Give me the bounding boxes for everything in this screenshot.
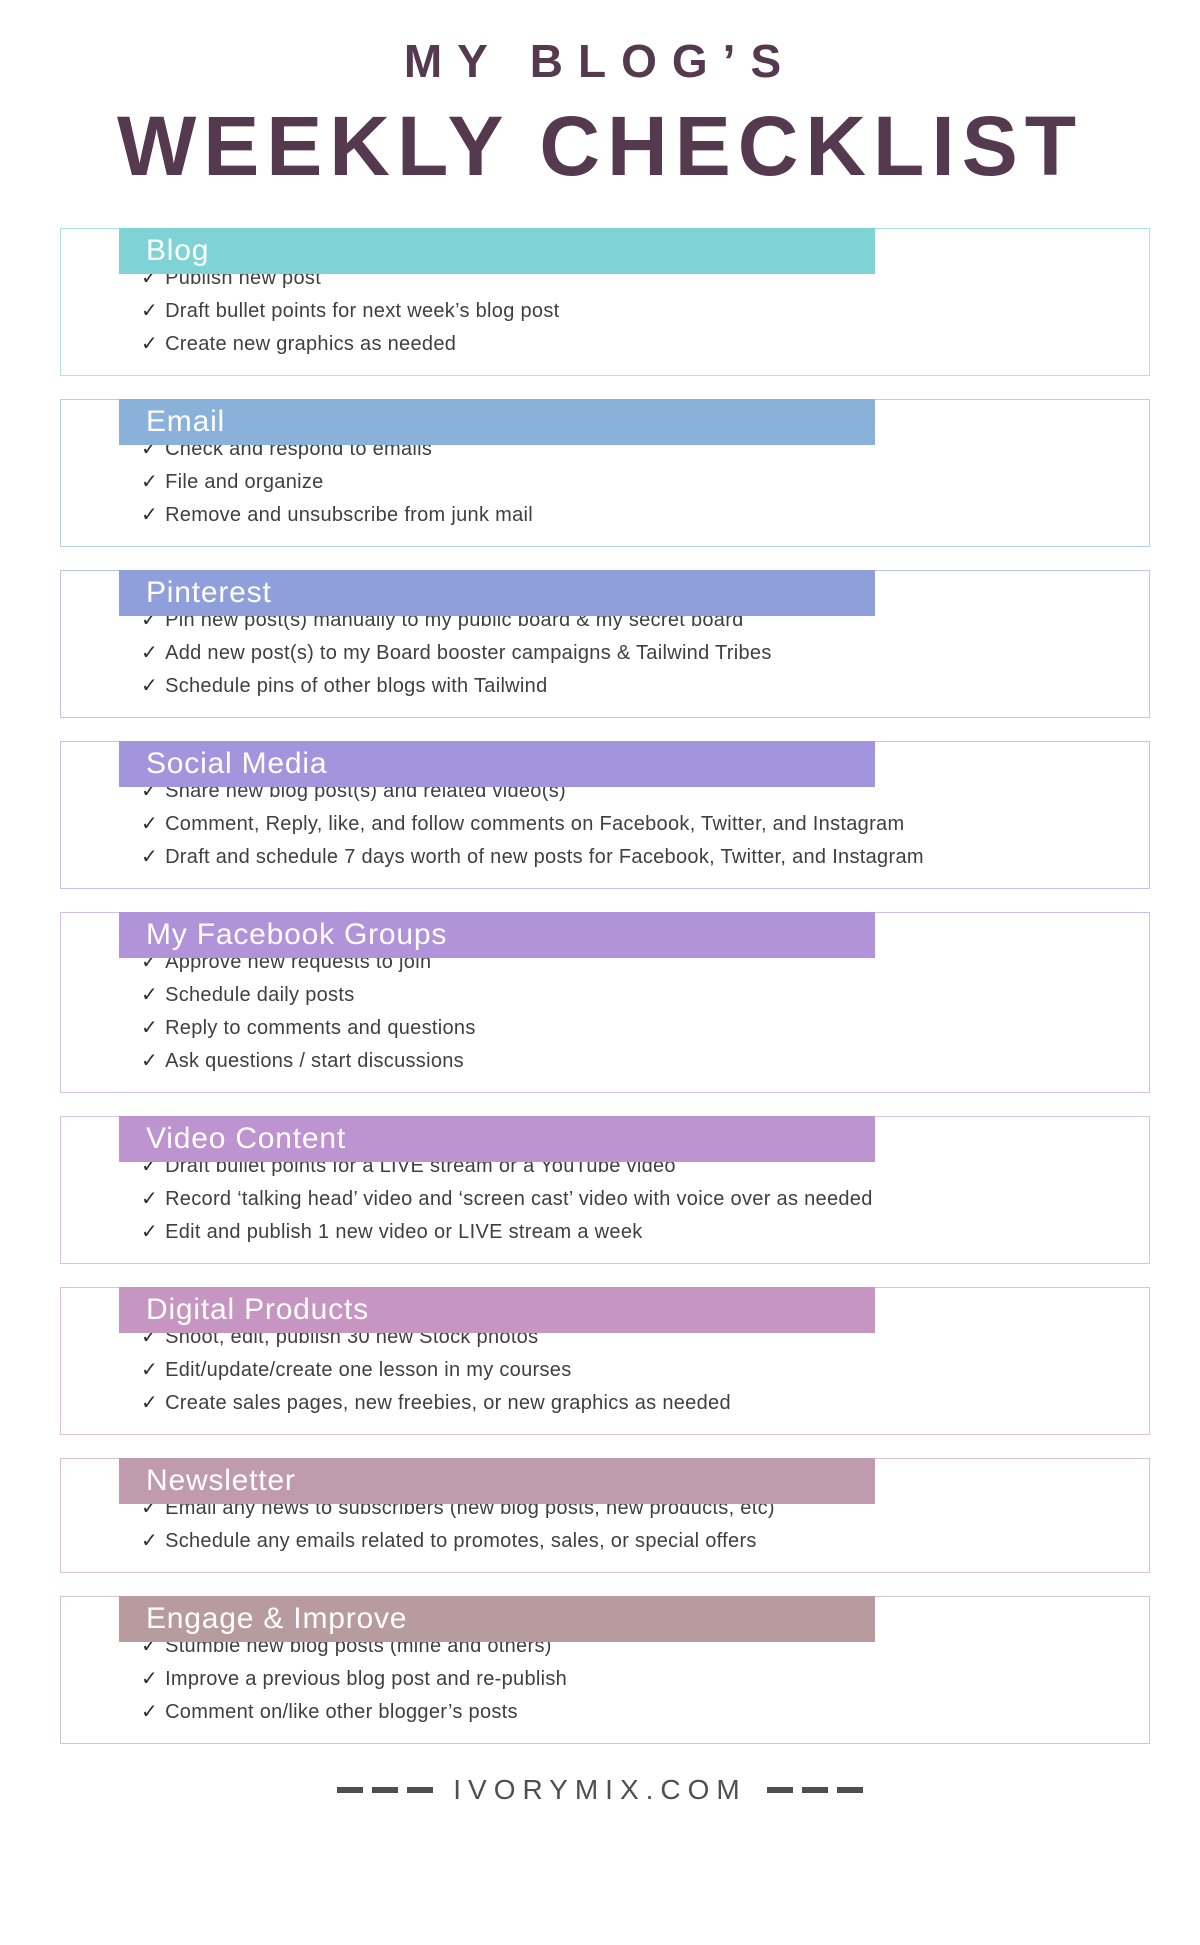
checklist-section: ✓ Share new blog post(s) and related vid… bbox=[60, 741, 1150, 890]
section-items: ✓ Pin new post(s) manually to my public … bbox=[141, 604, 1125, 703]
checklist-section: ✓ Publish new post ✓ Draft bullet points… bbox=[60, 228, 1150, 377]
section-title: Newsletter bbox=[146, 1464, 296, 1498]
section-title: Blog bbox=[146, 234, 210, 268]
checklist-item-label: Improve a previous blog post and re-publ… bbox=[165, 1668, 568, 1691]
checklist-item-label: Comment, Reply, like, and follow comment… bbox=[165, 813, 905, 836]
checklist-item: ✓ Schedule daily posts bbox=[141, 979, 1125, 1012]
page-title-main: WEEKLY CHECKLIST bbox=[116, 99, 1084, 193]
checklist-item: ✓ File and organize bbox=[141, 466, 1125, 499]
section-title: Email bbox=[146, 405, 226, 439]
page-title-top: MY BLOG’S bbox=[403, 35, 797, 87]
sections-list: ✓ Publish new post ✓ Draft bullet points… bbox=[0, 228, 1200, 1745]
checklist-item-label: Schedule any emails related to promotes,… bbox=[165, 1530, 757, 1553]
checklist-item: ✓ Draft and schedule 7 days worth of new… bbox=[141, 841, 1125, 874]
checkmark-icon: ✓ bbox=[141, 1701, 159, 1724]
checkmark-icon: ✓ bbox=[141, 1221, 159, 1244]
checklist-item: ✓ Edit/update/create one lesson in my co… bbox=[141, 1354, 1125, 1387]
checkmark-icon: ✓ bbox=[141, 504, 159, 527]
checklist-section: ✓ Stumble new blog posts (mine and other… bbox=[60, 1596, 1150, 1745]
checkmark-icon: ✓ bbox=[141, 813, 159, 836]
footer-rule-right bbox=[766, 1787, 863, 1794]
checkmark-icon: ✓ bbox=[141, 1359, 159, 1382]
section-items: ✓ Check and respond to emails ✓ File and… bbox=[141, 433, 1125, 532]
checklist-item: ✓ Record ‘talking head’ video and ‘scree… bbox=[141, 1183, 1125, 1216]
checkmark-icon: ✓ bbox=[141, 471, 159, 494]
section-title: Pinterest bbox=[146, 576, 272, 610]
checklist-item-label: Reply to comments and questions bbox=[165, 1017, 476, 1040]
section-header-bar: Engage & Improve bbox=[119, 1596, 875, 1643]
checkmark-icon: ✓ bbox=[141, 1668, 159, 1691]
checklist-item-label: Record ‘talking head’ video and ‘screen … bbox=[165, 1188, 873, 1211]
checklist-section: ✓ Check and respond to emails ✓ File and… bbox=[60, 399, 1150, 548]
checklist-item: ✓ Create new graphics as needed bbox=[141, 328, 1125, 361]
checklist-item-label: Create new graphics as needed bbox=[165, 333, 457, 356]
checklist-section: ✓ Approve new requests to join ✓ Schedul… bbox=[60, 912, 1150, 1094]
section-header-bar: Social Media bbox=[119, 741, 875, 788]
section-header-bar: My Facebook Groups bbox=[119, 912, 875, 959]
checklist-section: ✓ Pin new post(s) manually to my public … bbox=[60, 570, 1150, 719]
section-header-bar: Newsletter bbox=[119, 1458, 875, 1505]
checklist-item: ✓ Schedule any emails related to promote… bbox=[141, 1525, 1125, 1558]
checkmark-icon: ✓ bbox=[141, 846, 159, 869]
checkmark-icon: ✓ bbox=[141, 1530, 159, 1553]
section-items: ✓ Stumble new blog posts (mine and other… bbox=[141, 1630, 1125, 1729]
section-title: Engage & Improve bbox=[146, 1602, 408, 1636]
section-header-bar: Blog bbox=[119, 228, 875, 275]
section-title: Digital Products bbox=[146, 1293, 369, 1327]
checklist-item: ✓ Improve a previous blog post and re-pu… bbox=[141, 1663, 1125, 1696]
checklist-item-label: Draft bullet points for next week’s blog… bbox=[165, 300, 560, 323]
footer-rule-left bbox=[337, 1787, 434, 1794]
checklist-section: ✓ Draft bullet points for a LIVE stream … bbox=[60, 1116, 1150, 1265]
checkmark-icon: ✓ bbox=[141, 300, 159, 323]
checkmark-icon: ✓ bbox=[141, 984, 159, 1007]
checklist-item-label: Schedule daily posts bbox=[165, 984, 355, 1007]
checklist-section: ✓ Shoot, edit, publish 30 new Stock phot… bbox=[60, 1287, 1150, 1436]
checklist-item: ✓ Ask questions / start discussions bbox=[141, 1045, 1125, 1078]
section-items: ✓ Share new blog post(s) and related vid… bbox=[141, 775, 1125, 874]
checklist-item-label: Edit and publish 1 new video or LIVE str… bbox=[165, 1221, 643, 1244]
section-title: My Facebook Groups bbox=[146, 918, 448, 952]
title-block: MY BLOG’S WEEKLY CHECKLIST bbox=[0, 34, 1200, 190]
section-title: Social Media bbox=[146, 747, 328, 781]
checklist-item: ✓ Draft bullet points for next week’s bl… bbox=[141, 295, 1125, 328]
checklist-item: ✓ Comment on/like other blogger’s posts bbox=[141, 1696, 1125, 1729]
checklist-item-label: Draft and schedule 7 days worth of new p… bbox=[165, 846, 924, 869]
section-header-bar: Pinterest bbox=[119, 570, 875, 617]
checkmark-icon: ✓ bbox=[141, 1188, 159, 1211]
checklist-item: ✓ Reply to comments and questions bbox=[141, 1012, 1125, 1045]
section-header-bar: Digital Products bbox=[119, 1287, 875, 1334]
checkmark-icon: ✓ bbox=[141, 1392, 159, 1415]
checklist-section: ✓ Email any news to subscribers (new blo… bbox=[60, 1458, 1150, 1574]
section-title: Video Content bbox=[146, 1122, 346, 1156]
footer: IVORYMIX.COM bbox=[0, 1774, 1200, 1806]
checklist-item-label: Create sales pages, new freebies, or new… bbox=[165, 1392, 731, 1415]
checklist-item: ✓ Create sales pages, new freebies, or n… bbox=[141, 1387, 1125, 1420]
checkmark-icon: ✓ bbox=[141, 333, 159, 356]
checklist-item-label: File and organize bbox=[165, 471, 324, 494]
checklist-item-label: Ask questions / start discussions bbox=[165, 1050, 464, 1073]
section-items: ✓ Shoot, edit, publish 30 new Stock phot… bbox=[141, 1321, 1125, 1420]
checklist-item-label: Add new post(s) to my Board booster camp… bbox=[165, 642, 772, 665]
checkmark-icon: ✓ bbox=[141, 675, 159, 698]
section-header-bar: Video Content bbox=[119, 1116, 875, 1163]
checklist-item: ✓ Schedule pins of other blogs with Tail… bbox=[141, 670, 1125, 703]
checklist-item: ✓ Edit and publish 1 new video or LIVE s… bbox=[141, 1216, 1125, 1249]
checklist-item: ✓ Add new post(s) to my Board booster ca… bbox=[141, 637, 1125, 670]
checklist-item-label: Edit/update/create one lesson in my cour… bbox=[165, 1359, 572, 1382]
checkmark-icon: ✓ bbox=[141, 642, 159, 665]
footer-site-label: IVORYMIX.COM bbox=[453, 1774, 747, 1806]
checklist-item-label: Remove and unsubscribe from junk mail bbox=[165, 504, 533, 527]
checklist-item-label: Schedule pins of other blogs with Tailwi… bbox=[165, 675, 548, 698]
section-items: ✓ Approve new requests to join ✓ Schedul… bbox=[141, 946, 1125, 1078]
checkmark-icon: ✓ bbox=[141, 1017, 159, 1040]
section-items: ✓ Publish new post ✓ Draft bullet points… bbox=[141, 262, 1125, 361]
checklist-item: ✓ Comment, Reply, like, and follow comme… bbox=[141, 808, 1125, 841]
section-header-bar: Email bbox=[119, 399, 875, 446]
checklist-item-label: Comment on/like other blogger’s posts bbox=[165, 1701, 518, 1724]
checklist-item: ✓ Remove and unsubscribe from junk mail bbox=[141, 499, 1125, 532]
checkmark-icon: ✓ bbox=[141, 1050, 159, 1073]
section-items: ✓ Draft bullet points for a LIVE stream … bbox=[141, 1150, 1125, 1249]
